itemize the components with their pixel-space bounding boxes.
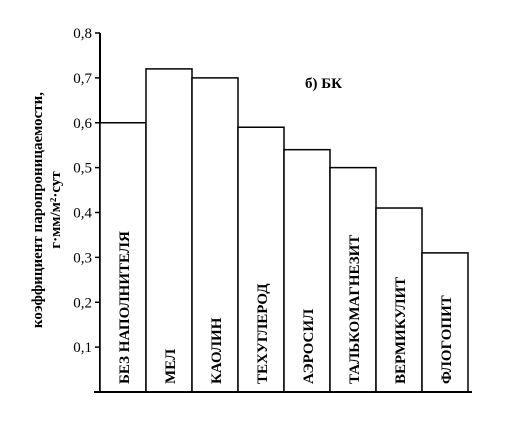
y-tick-label: 0,1 [73,340,92,356]
y-axis-label-line2: г·мм/м²·сут [48,171,64,249]
bar-labels: БЕЗ НАПОЛНИТЕЛЯ МЕЛ КАОЛИН ТЕХУГЛЕРОД АЭРОСИ… [117,231,455,384]
bar-category-label: АЭРОСИЛ [301,309,317,384]
bar [375,207,423,393]
chart-annotation: б) БК [305,76,342,92]
y-tick-label: 0,5 [73,161,92,177]
y-axis: 0,1 0,2 0,3 0,4 0,5 0,6 0,7 0,8 [73,26,101,392]
y-tick-label: 0,6 [73,116,92,132]
y-tick-label: 0,4 [73,206,92,222]
bar [421,252,469,393]
bar-category-label: МЕЛ [163,349,179,384]
bars [99,68,469,393]
y-axis-label-line1: коэффициент паропроницаемости, [30,92,46,328]
bar-category-label: ВЕРМИКУЛИТ [393,277,409,384]
y-tick-label: 0,8 [73,26,92,42]
bar-category-label: ТЕХУГЛЕРОД [255,283,271,384]
bar-category-label: ТАЛЬКОМАГНЕЗИТ [347,235,363,384]
bar-category-label: КАОЛИН [209,317,225,384]
y-axis-label: коэффициент паропроницаемости, г·мм/м²·с… [30,92,64,328]
bar [145,68,193,393]
y-tick-label: 0,3 [73,250,92,266]
y-tick-label: 0,2 [73,295,92,311]
bar-category-label: ФЛОГОПИТ [439,295,455,384]
bar-category-label: БЕЗ НАПОЛНИТЕЛЯ [117,231,133,384]
y-tick-label: 0,7 [73,71,92,87]
